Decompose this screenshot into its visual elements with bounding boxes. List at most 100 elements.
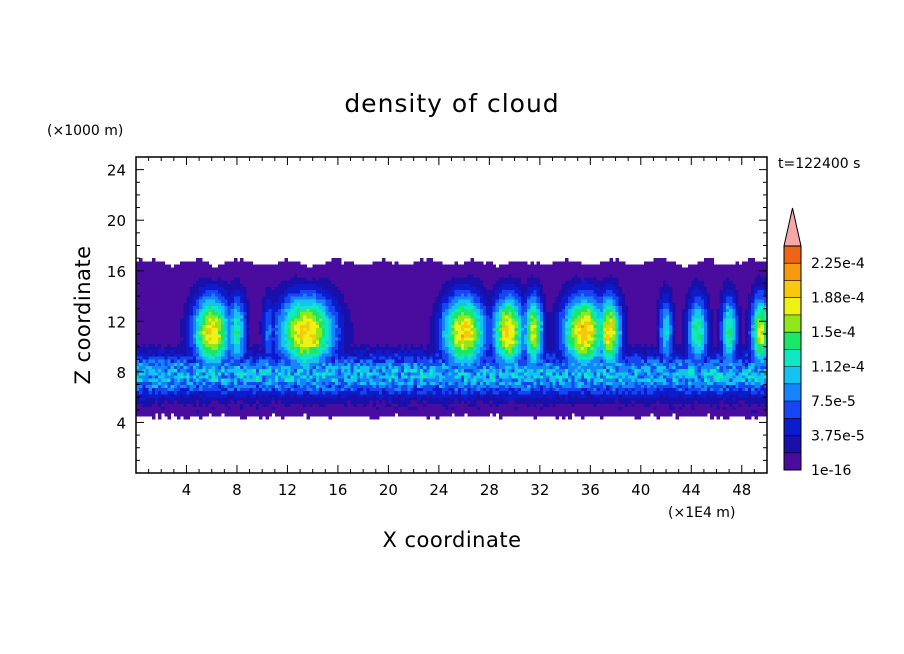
heatmap-cell (366, 403, 370, 408)
heatmap-cell (410, 311, 415, 316)
heatmap-cell (432, 387, 437, 392)
heatmap-cell (148, 296, 153, 300)
heatmap-cell (177, 273, 181, 278)
heatmap-cell (404, 412, 408, 417)
heatmap-cell (397, 330, 402, 335)
heatmap-cell (334, 387, 339, 392)
heatmap-cell (344, 359, 348, 363)
heatmap-cell (391, 270, 396, 275)
heatmap-cell (454, 273, 459, 278)
heatmap-cell (158, 273, 162, 278)
heatmap-cell (328, 289, 332, 294)
heatmap-cell (448, 359, 452, 363)
heatmap-cell (325, 378, 329, 382)
heatmap-cell (360, 346, 364, 351)
heatmap-cell (240, 343, 244, 347)
heatmap-cell (167, 394, 172, 398)
heatmap-cell (177, 400, 181, 404)
heatmap-cell (145, 409, 150, 414)
heatmap-cell (192, 261, 197, 265)
heatmap-cell (224, 267, 228, 272)
heatmap-cell (382, 270, 386, 275)
heatmap-cell (262, 296, 266, 300)
heatmap-cell (369, 315, 374, 319)
heatmap-cell (265, 264, 269, 268)
heatmap-cell (218, 371, 222, 376)
heatmap-cell (224, 318, 228, 322)
heatmap-cell (277, 406, 282, 411)
heatmap-cell (369, 318, 374, 322)
heatmap-cell (274, 318, 279, 322)
heatmap-cell (416, 318, 421, 322)
heatmap-cell (221, 349, 225, 354)
heatmap-cell (240, 409, 244, 414)
heatmap-cell (255, 359, 260, 363)
heatmap-cell (300, 387, 304, 392)
heatmap-cell (167, 318, 172, 322)
heatmap-cell (271, 397, 276, 401)
heatmap-cell (344, 343, 348, 347)
heatmap-cell (240, 340, 244, 344)
heatmap-cell (148, 381, 153, 385)
heatmap-cell (221, 403, 225, 408)
heatmap-cell (385, 299, 389, 303)
heatmap-cell (277, 267, 282, 272)
heatmap-cell (347, 315, 351, 319)
heatmap-cell (448, 280, 452, 284)
heatmap-cell (322, 311, 326, 316)
heatmap-cell (394, 267, 399, 272)
heatmap-cell (454, 343, 459, 347)
heatmap-cell (337, 362, 342, 366)
heatmap-cell (290, 397, 295, 401)
heatmap-cell (199, 308, 203, 313)
heatmap-cell (136, 346, 140, 351)
heatmap-cell (442, 409, 446, 414)
heatmap-cell (410, 333, 415, 338)
heatmap-cell (224, 352, 228, 357)
heatmap-cell (202, 277, 206, 281)
heatmap-cell (268, 299, 273, 303)
heatmap-cell (148, 330, 153, 335)
heatmap-cell (337, 264, 342, 268)
heatmap-cell (448, 400, 452, 404)
heatmap-cell (230, 412, 235, 417)
heatmap-cell (419, 409, 424, 414)
heatmap-cell (227, 333, 232, 338)
heatmap-cell (401, 403, 405, 408)
heatmap-cell (274, 359, 279, 363)
heatmap-cell (331, 308, 336, 313)
heatmap-cell (211, 330, 216, 335)
heatmap-cell (356, 267, 361, 272)
heatmap-cell (369, 324, 374, 329)
heatmap-cell (397, 277, 402, 281)
heatmap-cell (419, 321, 424, 325)
heatmap-cell (164, 324, 168, 329)
heatmap-cell (416, 406, 421, 411)
heatmap-cell (148, 273, 153, 278)
heatmap-cell (243, 302, 247, 306)
heatmap-cell (136, 324, 140, 329)
heatmap-cell (214, 403, 219, 408)
heatmap-cell (318, 315, 323, 319)
heatmap-cell (325, 261, 329, 265)
heatmap-cell (233, 346, 238, 351)
heatmap-cell (145, 264, 150, 268)
heatmap-cell (195, 397, 200, 401)
heatmap-cell (401, 333, 405, 338)
heatmap-cell (148, 264, 153, 268)
heatmap-cell (189, 400, 194, 404)
heatmap-cell (211, 308, 216, 313)
heatmap-cell (442, 296, 446, 300)
heatmap-cell (227, 296, 232, 300)
heatmap-cell (372, 390, 377, 395)
heatmap-cell (296, 305, 301, 310)
heatmap-cell (167, 296, 172, 300)
heatmap-cell (170, 368, 175, 373)
heatmap-cell (255, 381, 260, 385)
heatmap-cell (454, 286, 459, 291)
heatmap-cell (277, 400, 282, 404)
heatmap-cell (224, 384, 228, 389)
heatmap-cell (233, 258, 238, 262)
heatmap-cell (303, 324, 307, 329)
heatmap-cell (341, 270, 345, 275)
